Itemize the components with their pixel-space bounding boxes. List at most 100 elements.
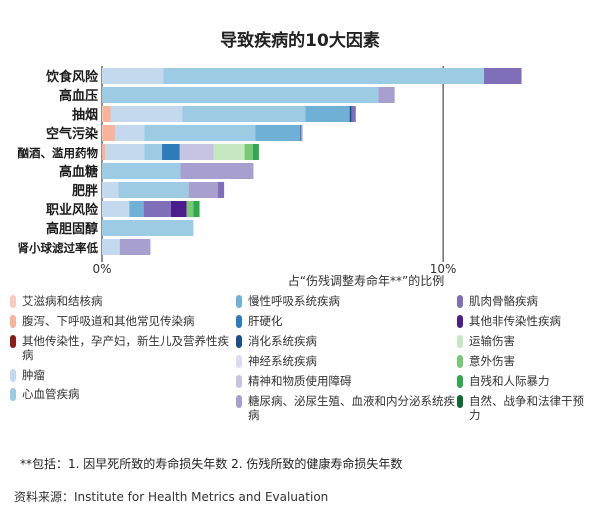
legend-item: 心血管疾病	[10, 387, 230, 401]
bar-segment-2-4	[182, 106, 306, 122]
bar-segment-2-3	[110, 106, 183, 122]
bar-segment-4-13	[213, 144, 245, 160]
category-label-0: 饮食风险	[45, 69, 99, 85]
category-label-9: 肾小球滤过率低	[18, 241, 99, 255]
legend-swatch	[10, 315, 16, 328]
legend-swatch	[457, 295, 463, 308]
legend-swatch	[10, 335, 16, 348]
bar-segment-5-4	[102, 163, 181, 179]
category-label-5: 高血糖	[59, 164, 98, 180]
footnote: **包括：1. 因早死所致的寿命损失年数 2. 伤残所致的健康寿命损失年数	[20, 457, 403, 471]
legend-swatch	[236, 355, 242, 368]
legend-label: 自然、战争和法律干预力	[469, 394, 584, 422]
bar-segment-1-10	[378, 87, 395, 103]
bar-segment-2-5	[305, 106, 350, 122]
bar-segment-8-4	[102, 220, 194, 236]
legend-swatch	[236, 375, 242, 388]
legend-item: 其他非传染性疾病	[457, 314, 590, 328]
bar-segment-3-1	[102, 125, 115, 141]
legend-label: 心血管疾病	[22, 387, 80, 401]
category-label-4: 酗酒、滥用药物	[18, 146, 99, 160]
legend-item: 其他传染性，孕产妇，新生儿及营养性疾病	[10, 334, 230, 362]
bar-segment-4-14	[244, 144, 253, 160]
legend-item: 自然、战争和法律干预力	[457, 394, 590, 422]
bar-segment-4-3	[105, 144, 145, 160]
category-label-2: 抽烟	[72, 107, 98, 123]
bar-segment-0-4	[163, 68, 485, 84]
legend-swatch	[10, 369, 16, 382]
legend-item: 肿瘤	[10, 368, 230, 382]
legend-column-2: 肌肉骨骼疾病其他非传染性疾病 运输伤害意外伤害自残和人际暴力自然、战争和法律干预力	[457, 294, 590, 428]
legend-label: 运输伤害	[469, 334, 515, 348]
category-label-6: 肥胖	[72, 183, 98, 199]
source-note: 资料来源：Institute for Health Metrics and Ev…	[14, 490, 329, 504]
legend-label: 其他传染性，孕产妇，新生儿及营养性疾病	[22, 334, 229, 362]
legend-swatch	[236, 315, 242, 328]
legend-label: 自残和人际暴力	[469, 374, 550, 388]
legend-item: 运输伤害	[457, 334, 590, 348]
bar-segment-7-11	[143, 201, 171, 217]
x-tick-label-0: 0%	[92, 262, 111, 276]
bar-segment-3-10	[301, 125, 303, 141]
legend-swatch	[10, 295, 16, 308]
legend-swatch	[457, 375, 463, 388]
legend-label: 精神和物质使用障碍	[248, 374, 352, 388]
legend-item: 神经系统疾病	[236, 354, 456, 368]
legend-swatch	[236, 395, 242, 408]
bar-segment-9-10	[119, 239, 151, 255]
legend-column-1: 慢性呼吸系统疾病肝硬化消化系统疾病 神经系统疾病精神和物质使用障碍糖尿病、泌尿生殖…	[236, 294, 456, 428]
x-axis-title: 占“伤残调整寿命年**”的比例	[288, 273, 444, 288]
bar-segment-2-11	[351, 106, 356, 122]
category-label-7: 职业风险	[46, 202, 99, 218]
category-label-8: 高胆固醇	[46, 221, 98, 237]
legend-label: 意外伤害	[469, 354, 515, 368]
bar-segment-0-3	[102, 68, 164, 84]
bar-segment-7-3	[102, 201, 130, 217]
legend-swatch	[236, 295, 242, 308]
legend-item: 自残和人际暴力	[457, 374, 590, 388]
legend-item: 精神和物质使用障碍	[236, 374, 456, 388]
legend-item: 糖尿病、泌尿生殖、血液和内分泌系统疾病	[236, 394, 456, 422]
legend-label: 糖尿病、泌尿生殖、血液和内分泌系统疾病	[248, 394, 455, 422]
legend-swatch	[457, 395, 463, 408]
legend-swatch	[236, 335, 242, 348]
bar-segment-0-11	[484, 68, 522, 84]
bar-segment-6-11	[217, 182, 225, 198]
legend-label: 肌肉骨骼疾病	[469, 294, 538, 308]
bar-segment-4-4	[144, 144, 163, 160]
category-label-1: 高血压	[59, 88, 98, 104]
legend-label: 肝硬化	[248, 314, 283, 328]
bar-segment-4-6	[162, 144, 180, 160]
bar-segment-4-9	[179, 144, 214, 160]
bar-segment-3-7	[300, 125, 302, 141]
bar-segment-7-14	[186, 201, 194, 217]
legend-label: 艾滋病和结核病	[22, 294, 103, 308]
bar-segment-7-12	[170, 201, 187, 217]
legend-label: 消化系统疾病	[248, 334, 317, 348]
legend-item: 肝硬化	[236, 314, 456, 328]
legend-swatch	[457, 335, 463, 348]
stacked-bar-chart: 饮食风险高血压抽烟空气污染酗酒、滥用药物高血糖肥胖职业风险高胆固醇肾小球滤过率低…	[18, 66, 522, 288]
legend-label: 其他非传染性疾病	[469, 314, 561, 328]
legend-item: 消化系统疾病	[236, 334, 456, 348]
bar-segment-6-10	[188, 182, 218, 198]
bar-segment-2-1	[102, 106, 111, 122]
bar-segment-3-4	[144, 125, 256, 141]
legend-item: 慢性呼吸系统疾病	[236, 294, 456, 308]
legend-item: 肌肉骨骼疾病	[457, 294, 590, 308]
legend-item: 艾滋病和结核病	[10, 294, 230, 308]
legend-column-0: 艾滋病和结核病 腹泻、下呼吸道和其他常见传染病 其他传染性，孕产妇，新生儿及营养性疾…	[10, 294, 230, 405]
bar-segment-7-5	[129, 201, 144, 217]
legend-swatch	[457, 355, 463, 368]
chart-title: 导致疾病的10大因素	[220, 31, 380, 51]
bar-segment-4-15	[252, 144, 259, 160]
legend-label: 神经系统疾病	[248, 354, 317, 368]
category-label-3: 空气污染	[46, 126, 99, 142]
bar-segment-2-7	[349, 106, 352, 122]
bar-segment-3-0	[102, 125, 103, 141]
x-tick-label-1: 10%	[430, 262, 457, 276]
bar-segment-3-3	[114, 125, 145, 141]
legend-label: 肿瘤	[22, 368, 45, 382]
bar-segment-6-4	[118, 182, 189, 198]
bar-segment-1-4	[102, 87, 379, 103]
